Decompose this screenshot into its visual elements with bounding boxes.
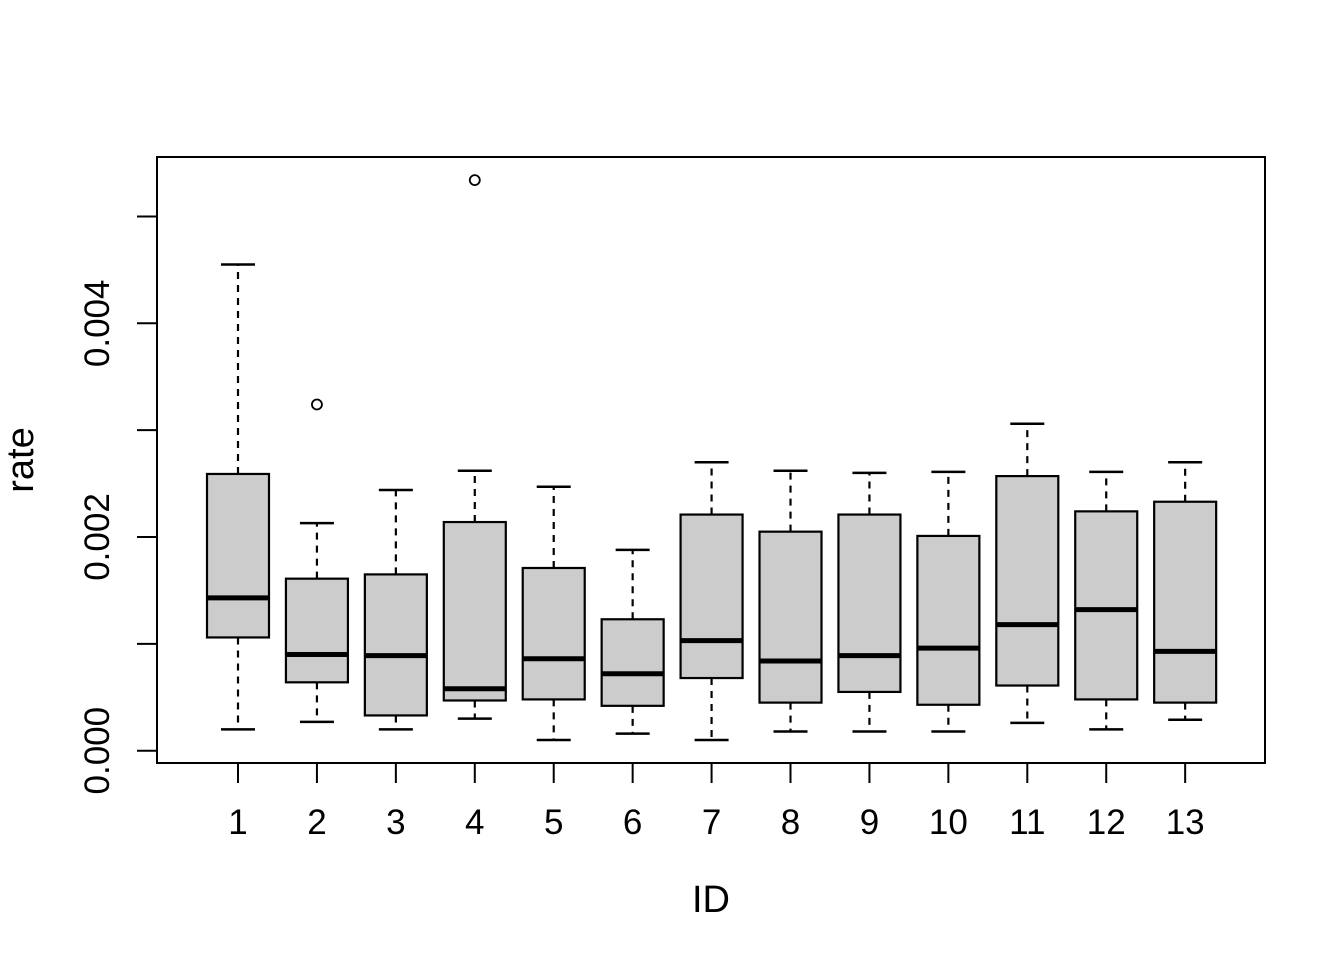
iqr-box — [916, 534, 981, 706]
outlier-point — [468, 174, 481, 187]
x-tick-label: 6 — [623, 803, 642, 842]
outlier-point — [311, 398, 323, 411]
boxplot-group-3 — [363, 488, 428, 731]
iqr-box — [521, 566, 586, 701]
x-tick-label: 4 — [465, 803, 484, 842]
x-tick-label: 13 — [1166, 803, 1205, 842]
iqr-box — [995, 474, 1060, 687]
iqr-box — [442, 520, 507, 702]
boxplot-group-6 — [600, 548, 665, 735]
boxplot-group-10 — [916, 470, 981, 733]
boxplot-group-5 — [521, 485, 586, 742]
iqr-box — [679, 513, 744, 680]
iqr-box — [363, 573, 428, 717]
x-tick-label: 7 — [702, 803, 721, 842]
boxplot-group-1 — [205, 263, 271, 731]
boxplot-group-7 — [679, 460, 744, 742]
iqr-box — [1074, 510, 1139, 701]
iqr-box — [600, 618, 665, 707]
boxplot-group-11 — [995, 422, 1060, 725]
x-tick-label: 11 — [1009, 803, 1045, 842]
x-tick-label: 2 — [307, 803, 326, 842]
boxplot-group-8 — [758, 469, 823, 733]
x-tick-label: 9 — [860, 803, 879, 842]
y-tick-label: 0.000 — [78, 707, 117, 795]
x-tick-label: 5 — [544, 803, 563, 842]
boxplot-group-9 — [837, 471, 902, 733]
y-tick-label: 0.002 — [78, 493, 117, 581]
y-tick-label: 0.004 — [78, 280, 117, 368]
iqr-box — [837, 513, 902, 694]
boxplot-group-13 — [1153, 460, 1218, 721]
y-axis-title: rate — [0, 427, 42, 492]
boxplot-group-2 — [284, 398, 350, 724]
x-tick-label: 1 — [228, 803, 247, 842]
x-tick-label: 10 — [929, 803, 968, 842]
x-axis-title: ID — [692, 879, 730, 921]
iqr-box — [1153, 500, 1218, 704]
x-tick-label: 3 — [386, 803, 405, 842]
boxplot-group-12 — [1074, 470, 1139, 731]
x-tick-label: 12 — [1087, 803, 1126, 842]
iqr-box — [205, 472, 271, 639]
iqr-box — [758, 530, 823, 704]
boxplot-group-4 — [442, 174, 507, 720]
x-tick-label: 8 — [781, 803, 800, 842]
iqr-box — [284, 577, 350, 684]
